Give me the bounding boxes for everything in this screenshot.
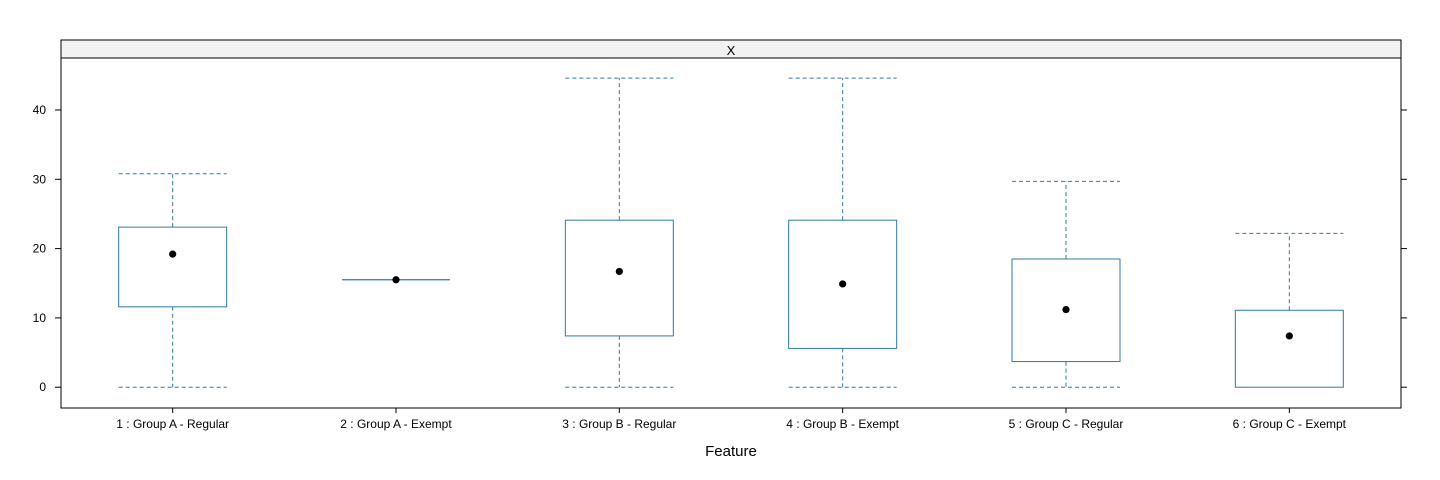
box-group xyxy=(564,77,674,388)
median-dot xyxy=(839,280,847,288)
y-tick-label: 20 xyxy=(33,242,47,256)
plot-frame xyxy=(60,57,1402,409)
x-tick-label: 1 : Group A - Regular xyxy=(116,417,229,431)
box-group xyxy=(118,173,228,388)
boxes xyxy=(118,77,1344,388)
x-tick-label: 3 : Group B - Regular xyxy=(562,417,676,431)
panel-label: X xyxy=(727,43,736,58)
y-axis: 0 10 20 30 40 xyxy=(33,103,1407,394)
box-group xyxy=(788,77,898,388)
x-tick-label: 6 : Group C - Exempt xyxy=(1233,417,1347,431)
median-dot xyxy=(169,250,177,258)
y-tick-label: 40 xyxy=(33,103,47,117)
y-tick-label: 10 xyxy=(33,311,47,325)
box xyxy=(118,226,228,308)
median-dot xyxy=(615,267,623,276)
x-axis-title: Feature xyxy=(705,443,757,460)
median-dot xyxy=(392,276,400,284)
box-group xyxy=(1011,180,1121,388)
x-tick-label: 4 : Group B - Exempt xyxy=(786,417,899,431)
box-group xyxy=(1234,232,1344,388)
x-tick-label: 2 : Group A - Exempt xyxy=(340,417,452,431)
box-group xyxy=(342,276,450,284)
y-tick-label: 30 xyxy=(33,172,47,186)
median-dot xyxy=(1062,305,1070,314)
box xyxy=(788,219,898,349)
strip: X xyxy=(60,39,1402,59)
box xyxy=(1234,309,1344,388)
x-axis: 1 : Group A - Regular 2 : Group A - Exemp… xyxy=(116,408,1347,431)
y-tick-label: 0 xyxy=(39,380,46,394)
box xyxy=(564,219,674,337)
box xyxy=(1011,258,1121,363)
median-dot xyxy=(1285,332,1293,340)
x-tick-label: 5 : Group C - Regular xyxy=(1009,417,1124,431)
